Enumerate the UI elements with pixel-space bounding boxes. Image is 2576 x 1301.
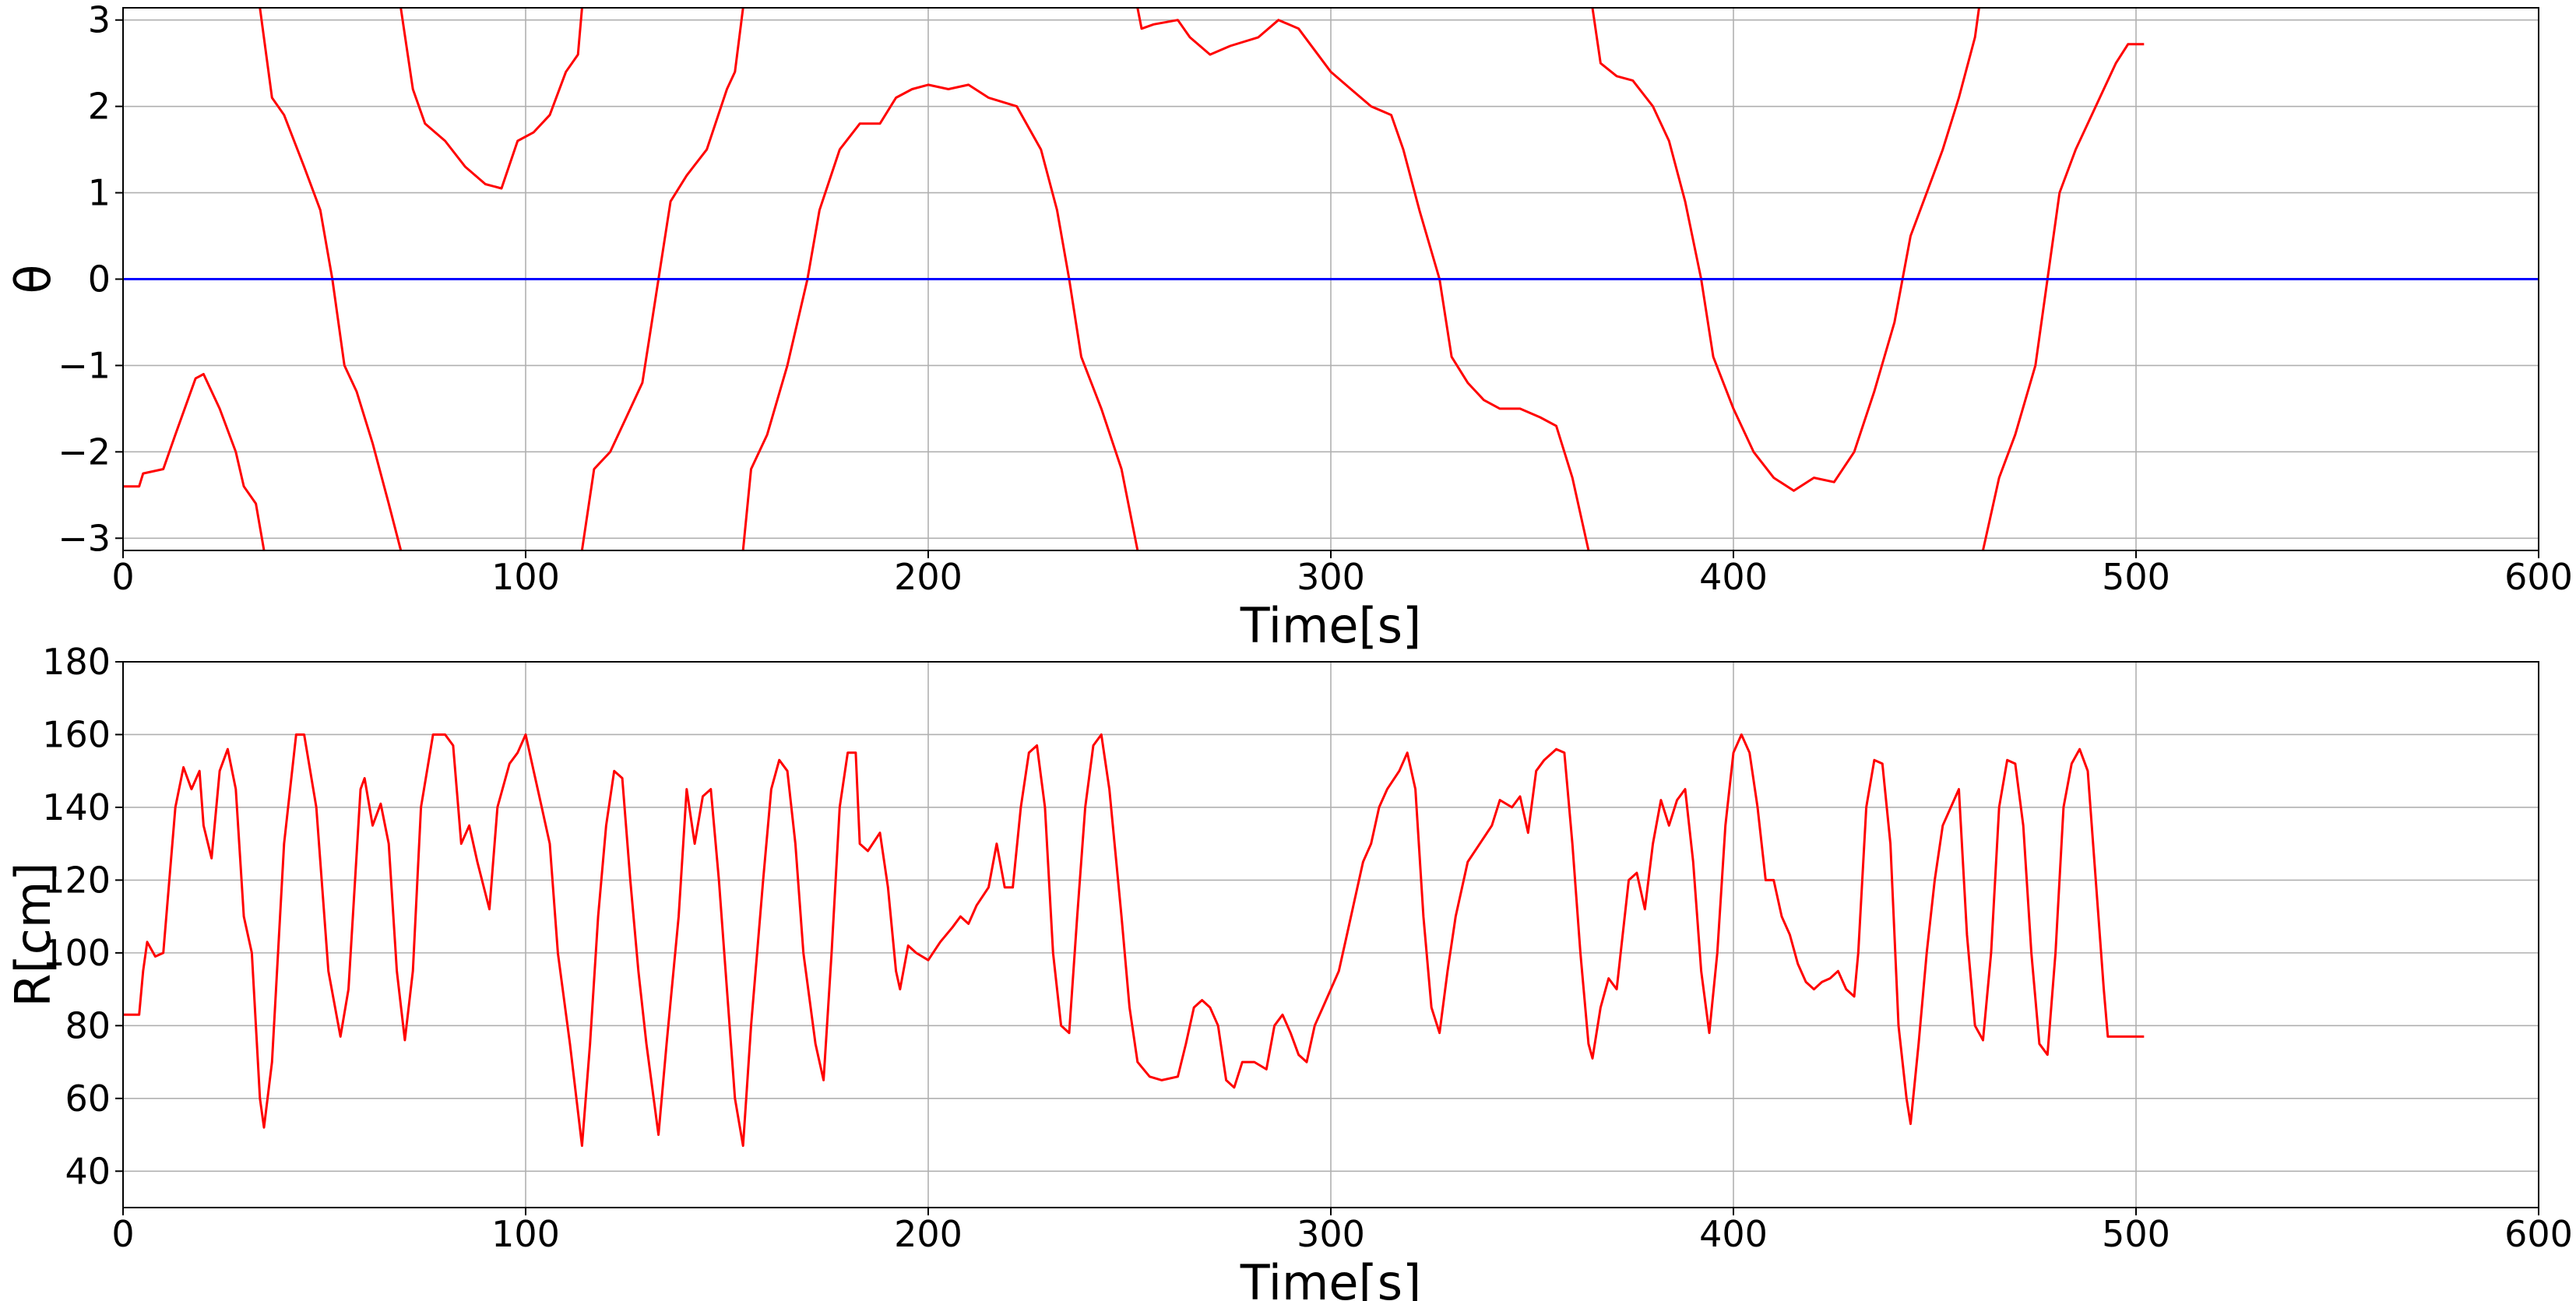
x-tick-label: 600 <box>2504 1213 2573 1255</box>
plot-frame <box>122 7 2539 551</box>
y-tick-label: 60 <box>65 1078 111 1120</box>
y-tick-label: 140 <box>42 786 111 828</box>
x-tick-label: 300 <box>1297 1213 1365 1255</box>
y-tick-label: 1 <box>88 172 111 214</box>
y-tick-label: 0 <box>88 258 111 301</box>
y-axis-label: R[cm] <box>5 863 62 1007</box>
y-tick-label: −1 <box>58 344 111 386</box>
x-tick-label: 0 <box>111 1213 134 1255</box>
y-tick-label: 160 <box>42 713 111 755</box>
x-tick-label: 100 <box>491 1213 560 1255</box>
x-axis-label: Time[s] <box>1240 1254 1421 1301</box>
plot-frame <box>122 661 2539 1208</box>
x-tick-label: 100 <box>491 556 560 598</box>
y-tick-label: 2 <box>88 86 111 128</box>
y-tick-label: −2 <box>58 431 111 473</box>
y-tick-label: 180 <box>42 641 111 683</box>
y-axis-label: θ <box>5 265 62 294</box>
x-tick-label: 600 <box>2504 556 2573 598</box>
x-tick-label: 300 <box>1297 556 1365 598</box>
x-tick-label: 500 <box>2102 556 2170 598</box>
x-tick-label: 500 <box>2102 1213 2170 1255</box>
data-line <box>123 733 2145 1148</box>
x-axis-label: Time[s] <box>1240 597 1421 654</box>
y-tick-label: 40 <box>65 1150 111 1192</box>
x-tick-label: 200 <box>894 1213 962 1255</box>
x-tick-label: 200 <box>894 556 962 598</box>
x-tick-label: 400 <box>1699 1213 1768 1255</box>
y-tick-label: 100 <box>42 932 111 974</box>
y-tick-label: 120 <box>42 859 111 901</box>
y-tick-label: 3 <box>88 0 111 41</box>
x-tick-label: 0 <box>111 556 134 598</box>
x-tick-label: 400 <box>1699 556 1768 598</box>
y-tick-label: −3 <box>58 517 111 559</box>
y-tick-label: 80 <box>65 1004 111 1046</box>
